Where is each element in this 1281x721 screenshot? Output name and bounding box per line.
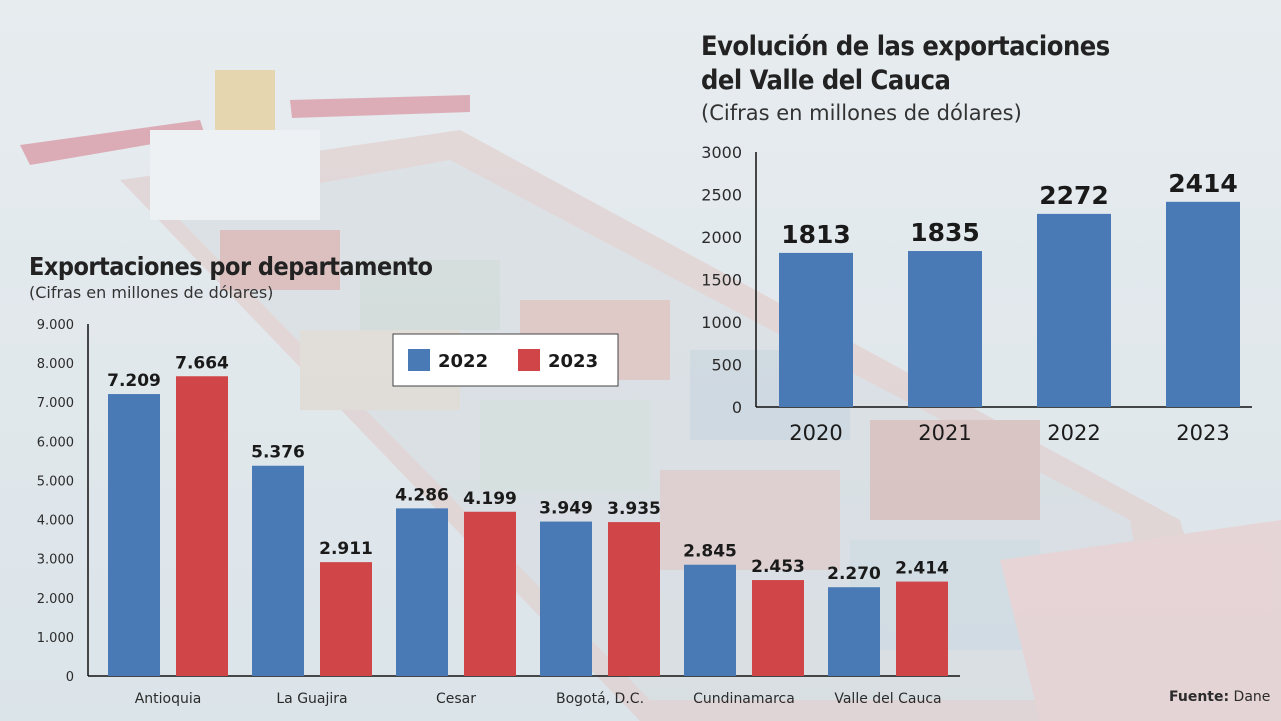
y-tick-label: 6.000 (37, 435, 74, 450)
left-chart-title: Exportaciones por departamento (29, 252, 433, 281)
data-label-2023: 2414 (1168, 169, 1238, 198)
right-chart-subtitle: (Cifras en millones de dólares) (701, 101, 1022, 125)
bar-2022-5 (828, 587, 880, 676)
y-tick-label: 2500 (701, 186, 742, 205)
y-tick-label: 7.000 (37, 396, 74, 411)
y-tick-label: 500 (711, 356, 742, 375)
data-label-2023-5: 2.414 (895, 559, 949, 579)
source-value: Dane (1233, 689, 1271, 705)
data-label-2023-1: 2.911 (319, 539, 373, 559)
x-tick-label: Antioquia (135, 691, 202, 707)
y-tick-label: 2.000 (37, 592, 74, 607)
bar-2023-0 (176, 376, 228, 676)
y-tick-label: 5.000 (37, 474, 74, 489)
bar-2023-5 (896, 581, 948, 676)
legend-box (392, 333, 619, 387)
source-label: Fuente: (1169, 689, 1230, 705)
x-tick-label: La Guajira (276, 691, 347, 707)
bar-2022-3 (540, 521, 592, 676)
data-label-2022: 2272 (1039, 181, 1109, 210)
bar-2023-1 (320, 562, 372, 676)
right-chart-title-line-1: Evolución de las exportaciones (701, 31, 1110, 62)
data-label-2022-4: 2.845 (683, 542, 737, 562)
legend-label-2022: 2022 (438, 351, 488, 372)
x-tick-label: Cundinamarca (693, 691, 795, 707)
data-label-2021: 1835 (910, 218, 980, 247)
data-label-2023-3: 3.935 (607, 499, 661, 519)
bar-2022-2 (396, 508, 448, 676)
x-tick-label: 2022 (1047, 421, 1100, 445)
bar-2022-0 (108, 394, 160, 676)
bar-2020 (779, 252, 853, 407)
y-tick-label: 3.000 (37, 553, 74, 568)
data-label-2022-5: 2.270 (827, 564, 881, 584)
y-tick-label: 8.000 (37, 357, 74, 372)
legend-swatch-2023 (518, 349, 540, 371)
data-label-2023-4: 2.453 (751, 557, 805, 577)
x-tick-label: 2021 (918, 421, 971, 445)
data-label-2022-2: 4.286 (395, 485, 449, 505)
bar-2022-1 (252, 465, 304, 676)
x-tick-label: Valle del Cauca (834, 691, 941, 707)
data-label-2023-0: 7.664 (175, 353, 229, 373)
bar-2023 (1166, 201, 1240, 407)
y-tick-label: 0 (66, 670, 74, 685)
bar-2023-2 (464, 511, 516, 676)
y-tick-label: 9.000 (37, 318, 74, 333)
data-label-2022-1: 5.376 (251, 443, 305, 463)
data-label-2023-2: 4.199 (463, 489, 517, 509)
bar-2021 (908, 251, 982, 407)
source-note: Fuente: Dane (1169, 689, 1270, 705)
right-chart-title-block: Evolución de las exportaciones del Valle… (701, 30, 1110, 128)
y-tick-label: 1000 (701, 313, 742, 332)
bar-2023-3 (608, 522, 660, 676)
left-chart-subtitle: (Cifras en millones de dólares) (29, 283, 274, 302)
y-tick-label: 0 (732, 398, 742, 417)
x-tick-label: 2023 (1176, 421, 1229, 445)
left-chart-title-block: Exportaciones por departamento (Cifras e… (29, 250, 433, 302)
bar-2022-4 (684, 564, 736, 676)
y-tick-label: 1500 (701, 271, 742, 290)
legend: 2022 2023 (392, 333, 619, 387)
data-label-2022-3: 3.949 (539, 499, 593, 519)
legend-swatch-2022 (408, 349, 430, 371)
y-tick-label: 2000 (701, 228, 742, 247)
legend-label-2023: 2023 (548, 351, 598, 372)
data-label-2020: 1813 (781, 220, 851, 249)
x-tick-label: Bogotá, D.C. (556, 691, 644, 707)
y-tick-label: 1.000 (37, 631, 74, 646)
bar-2023-4 (752, 580, 804, 676)
x-tick-label: 2020 (789, 421, 842, 445)
y-tick-label: 3000 (701, 143, 742, 162)
data-label-2022-0: 7.209 (107, 371, 161, 391)
y-tick-label: 4.000 (37, 514, 74, 529)
x-tick-label: Cesar (436, 691, 476, 707)
right-chart-title-line-2: del Valle del Cauca (701, 65, 951, 96)
bar-2022 (1037, 213, 1111, 407)
